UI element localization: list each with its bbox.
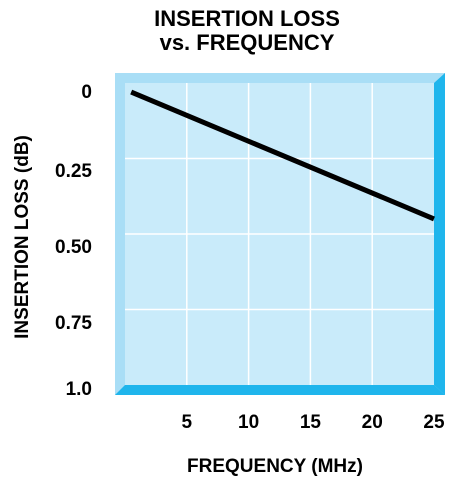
- y-tick-label: 0.50: [55, 237, 92, 258]
- series-lines: [130, 89, 435, 222]
- x-tick-label: 10: [238, 412, 259, 433]
- frame-bevel-bottom: [115, 385, 445, 395]
- x-tick-label: 5: [182, 412, 193, 433]
- y-tick-label: 0.25: [55, 161, 92, 182]
- y-axis-label: INSERTION LOSS (dB): [12, 135, 33, 339]
- y-tick-labels: 0 0.25 0.50 0.75 1.0: [55, 82, 92, 400]
- y-tick-label: 0.75: [55, 313, 92, 334]
- y-tick-label: 1.0: [66, 379, 92, 400]
- series-line: [130, 89, 435, 222]
- x-tick-labels: 5 10 15 20 25: [182, 412, 445, 433]
- chart-title-line2: vs. FREQUENCY: [159, 30, 335, 55]
- x-tick-label: 15: [300, 412, 322, 433]
- grid-lines: [125, 83, 434, 385]
- x-tick-label: 20: [362, 412, 383, 433]
- x-tick-label: 25: [423, 412, 445, 433]
- x-axis-label: FREQUENCY (MHz): [187, 456, 363, 477]
- y-tick-label: 0: [81, 82, 92, 103]
- frame-bevel-right: [434, 73, 445, 395]
- chart-title-line1: INSERTION LOSS: [154, 6, 340, 31]
